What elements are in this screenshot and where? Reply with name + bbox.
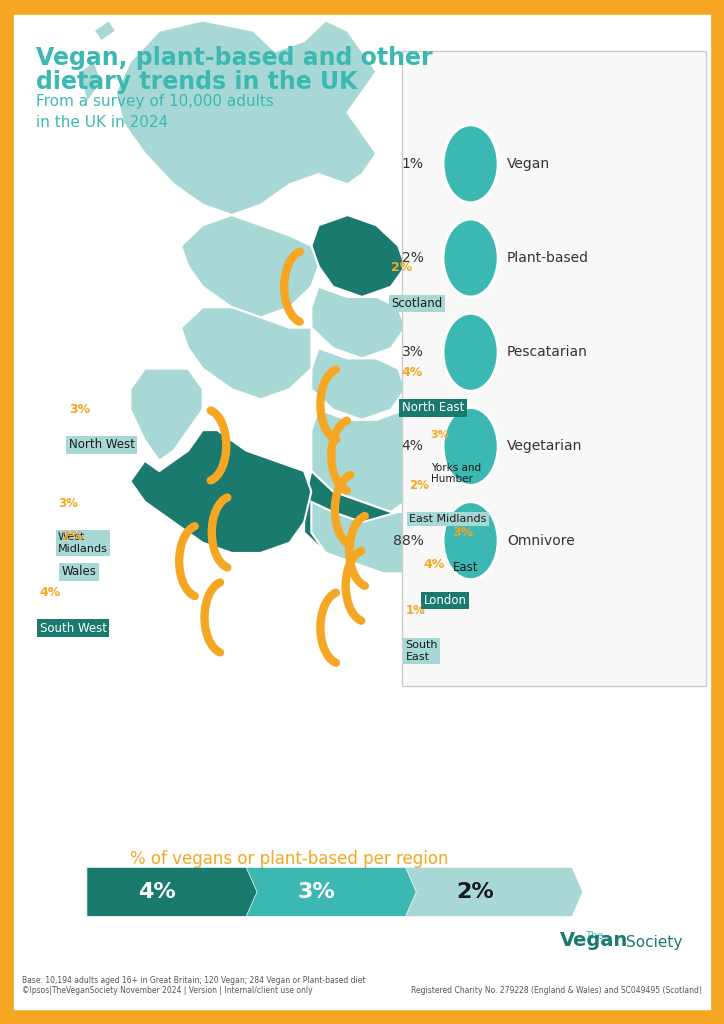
Text: Registered Charity No. 279228 (England & Wales) and SC049495 (Scotland): Registered Charity No. 279228 (England &… xyxy=(411,986,702,995)
Text: London: London xyxy=(424,594,466,607)
Text: 2%: 2% xyxy=(62,529,83,543)
Text: 1%: 1% xyxy=(402,157,424,171)
Text: 3%: 3% xyxy=(402,345,424,359)
Polygon shape xyxy=(311,287,405,358)
Text: The: The xyxy=(584,931,603,952)
Text: 2%: 2% xyxy=(402,251,424,265)
Circle shape xyxy=(443,219,498,297)
FancyBboxPatch shape xyxy=(402,51,706,686)
Text: From a survey of 10,000 adults
in the UK in 2024: From a survey of 10,000 adults in the UK… xyxy=(36,94,274,130)
Polygon shape xyxy=(304,471,398,563)
Text: East Midlands: East Midlands xyxy=(409,514,487,524)
Text: 1%: 1% xyxy=(405,604,425,617)
Polygon shape xyxy=(311,348,405,420)
Text: Base: 10,194 adults aged 16+ in Great Britain; 120 Vegan; 284 Vegan or Plant-bas: Base: 10,194 adults aged 16+ in Great Br… xyxy=(22,976,365,995)
Circle shape xyxy=(443,125,498,203)
Text: 3%: 3% xyxy=(58,497,77,510)
Text: Society: Society xyxy=(626,935,683,950)
Text: 4%: 4% xyxy=(402,366,423,379)
Text: 3%: 3% xyxy=(69,402,90,416)
FancyBboxPatch shape xyxy=(14,15,710,1009)
Text: Vegetarian: Vegetarian xyxy=(507,439,582,454)
Text: Vegan: Vegan xyxy=(507,157,550,171)
Polygon shape xyxy=(116,20,376,215)
Text: 88%: 88% xyxy=(392,534,424,548)
Text: South
East: South East xyxy=(405,640,438,662)
Text: Wales: Wales xyxy=(62,565,96,579)
Text: 4%: 4% xyxy=(138,882,176,902)
Polygon shape xyxy=(311,215,405,297)
Polygon shape xyxy=(130,430,311,553)
Text: 3%: 3% xyxy=(431,430,450,440)
Polygon shape xyxy=(311,502,442,573)
Text: 2%: 2% xyxy=(391,261,412,274)
Text: Vegan: Vegan xyxy=(560,931,628,950)
Text: 3%: 3% xyxy=(298,882,335,902)
Text: Pescatarian: Pescatarian xyxy=(507,345,588,359)
Polygon shape xyxy=(130,369,203,461)
Polygon shape xyxy=(87,867,264,916)
Polygon shape xyxy=(80,61,101,102)
Text: % of vegans or plant-based per region: % of vegans or plant-based per region xyxy=(130,850,449,868)
Circle shape xyxy=(443,408,498,485)
Polygon shape xyxy=(181,307,311,399)
Text: 3%: 3% xyxy=(452,525,473,539)
Polygon shape xyxy=(311,410,442,512)
Polygon shape xyxy=(181,215,319,317)
Text: Scotland: Scotland xyxy=(391,297,442,310)
Text: West
Midlands: West Midlands xyxy=(58,532,108,554)
Text: East: East xyxy=(452,561,478,574)
Circle shape xyxy=(443,502,498,580)
Text: 2%: 2% xyxy=(457,882,494,902)
Text: Vegan, plant-based and other: Vegan, plant-based and other xyxy=(36,46,433,70)
Text: North East: North East xyxy=(402,401,464,415)
Polygon shape xyxy=(246,867,424,916)
Polygon shape xyxy=(94,20,116,41)
Polygon shape xyxy=(405,867,583,916)
Text: Plant-based: Plant-based xyxy=(507,251,589,265)
Text: Omnivore: Omnivore xyxy=(507,534,575,548)
Text: 4%: 4% xyxy=(424,558,445,571)
Text: North West: North West xyxy=(69,438,135,452)
Text: South West: South West xyxy=(40,622,107,635)
Text: 2%: 2% xyxy=(409,478,429,492)
Text: Yorks and
Humber: Yorks and Humber xyxy=(431,463,481,484)
Text: dietary trends in the UK: dietary trends in the UK xyxy=(36,70,358,93)
Circle shape xyxy=(443,313,498,391)
Text: 4%: 4% xyxy=(40,586,61,599)
Text: 4%: 4% xyxy=(402,439,424,454)
